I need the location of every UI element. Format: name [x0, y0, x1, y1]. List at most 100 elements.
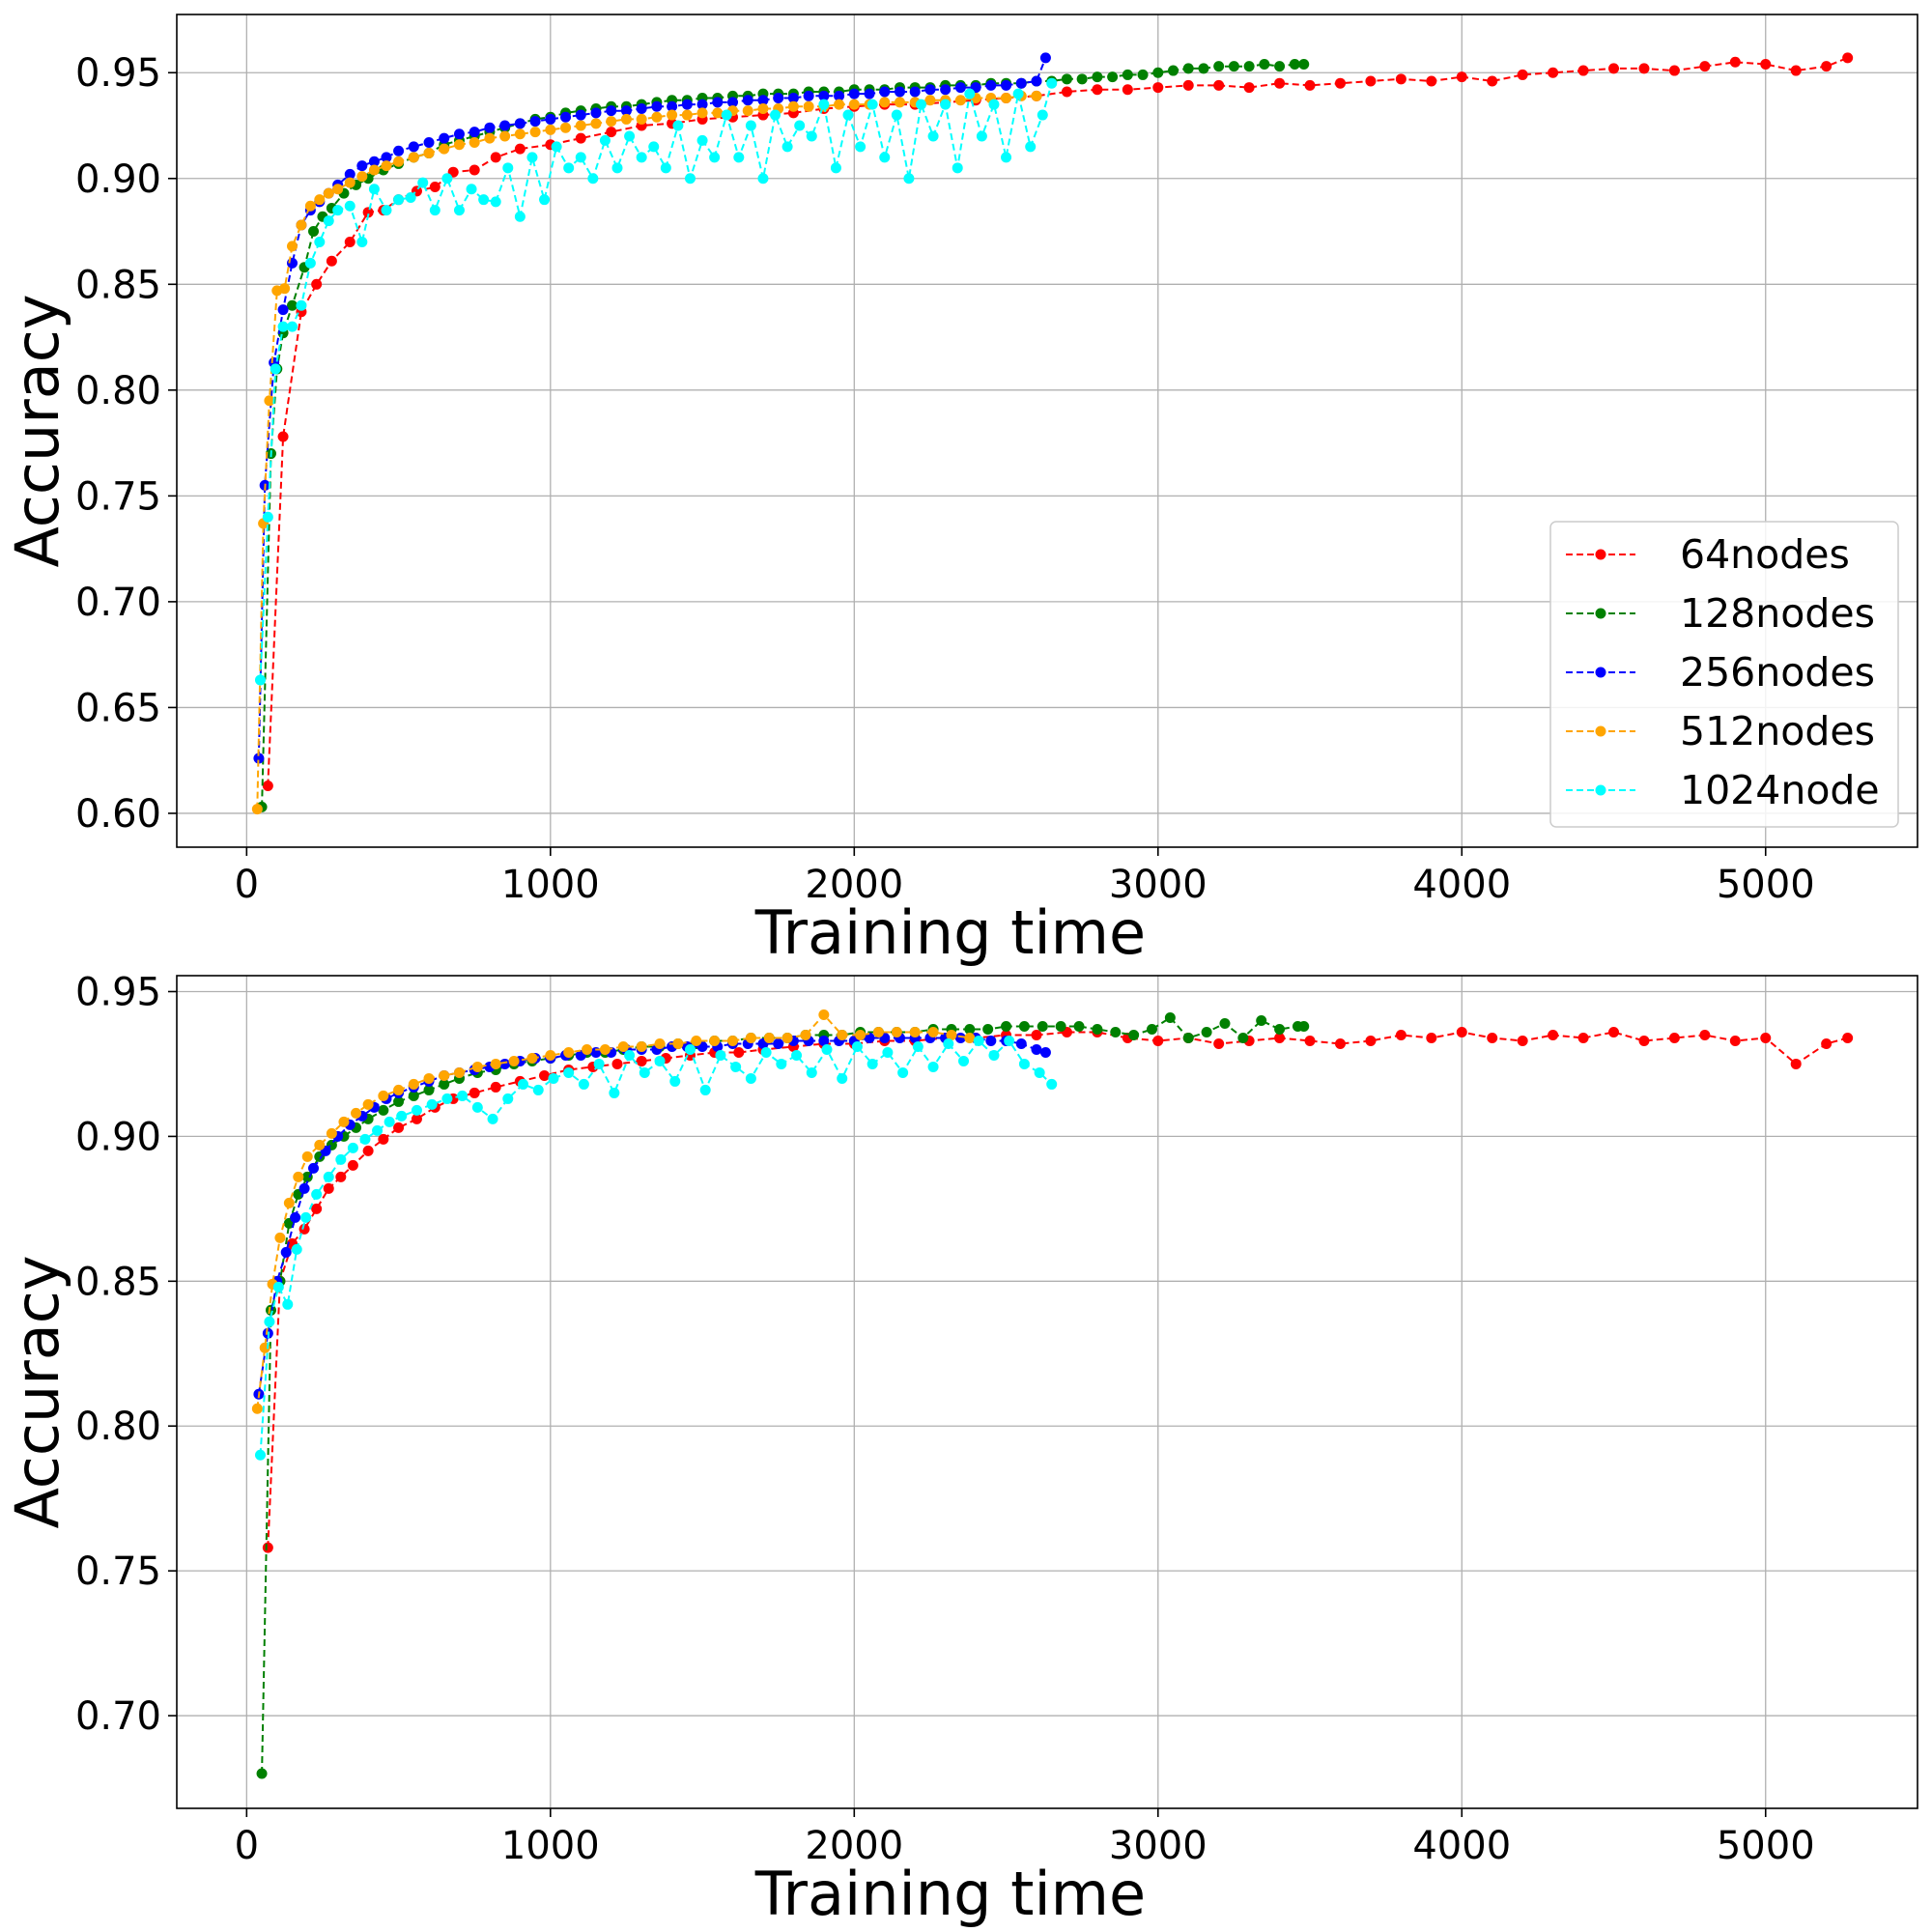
- data-point-256nodes: [636, 102, 647, 114]
- data-point-1024node: [502, 1093, 514, 1104]
- data-point-128nodes: [1037, 1020, 1048, 1032]
- data-point-1024node: [882, 1046, 894, 1058]
- y-tick-label: 0.65: [75, 686, 161, 730]
- data-point-256nodes: [864, 1032, 875, 1043]
- data-point-256nodes: [453, 128, 465, 140]
- data-point-1024node: [1037, 109, 1048, 121]
- data-point-512nodes: [264, 395, 275, 407]
- data-point-512nodes: [251, 1403, 263, 1414]
- data-point-64nodes: [1699, 61, 1711, 72]
- data-point-1024node: [441, 173, 453, 185]
- data-point-64nodes: [490, 152, 501, 163]
- series-line-256nodes: [257, 57, 1047, 759]
- data-point-64nodes: [1821, 1037, 1833, 1049]
- data-point-64nodes: [575, 132, 586, 144]
- data-point-512nodes: [323, 187, 334, 199]
- data-point-512nodes: [484, 132, 496, 144]
- data-point-1024node: [332, 205, 344, 216]
- data-point-256nodes: [834, 90, 845, 101]
- data-point-256nodes: [681, 99, 693, 110]
- data-point-1024node: [282, 1298, 294, 1310]
- data-point-256nodes: [423, 137, 435, 149]
- data-point-64nodes: [1487, 1032, 1498, 1043]
- legend-label-256nodes: 256nodes: [1680, 649, 1875, 696]
- y-tick-label: 0.90: [75, 1115, 161, 1159]
- data-point-256nodes: [280, 1246, 292, 1258]
- data-point-128nodes: [1073, 1020, 1085, 1032]
- data-point-256nodes: [1031, 75, 1042, 87]
- data-point-1024node: [776, 1058, 787, 1069]
- data-point-64nodes: [1092, 84, 1103, 96]
- data-point-64nodes: [1842, 1032, 1854, 1043]
- data-point-64nodes: [1668, 1032, 1680, 1043]
- data-point-512nodes: [469, 137, 480, 149]
- data-point-1024node: [502, 162, 514, 174]
- y-tick-label: 0.85: [75, 263, 161, 307]
- data-point-512nodes: [301, 1151, 313, 1162]
- data-point-1024node: [1001, 152, 1012, 163]
- data-point-1024node: [411, 1104, 422, 1116]
- data-point-256nodes: [499, 1058, 511, 1069]
- data-point-128nodes: [1110, 1026, 1122, 1037]
- bottom-accuracy-plot: 0 1000 2000 3000 4000 5000 0.70 0.75 0.80 0.85 0.9…: [2, 970, 1918, 1929]
- data-point-64nodes: [1395, 73, 1406, 85]
- data-point-512nodes: [709, 1035, 721, 1046]
- data-point-64nodes: [733, 1046, 745, 1058]
- legend-label-1024node: 1024node: [1680, 767, 1880, 813]
- data-point-1024node: [903, 173, 915, 185]
- y-tick-label: 0.60: [75, 792, 161, 837]
- data-point-64nodes: [1334, 77, 1346, 89]
- data-point-1024node: [709, 152, 721, 163]
- data-point-64nodes: [1122, 84, 1133, 96]
- data-point-1024node: [347, 1142, 358, 1153]
- data-point-512nodes: [636, 113, 647, 125]
- data-point-512nodes: [393, 156, 405, 167]
- data-point-1024node: [867, 99, 878, 110]
- data-point-256nodes: [757, 95, 769, 106]
- data-point-128nodes: [1137, 69, 1149, 80]
- data-point-512nodes: [314, 194, 326, 206]
- data-point-64nodes: [1456, 71, 1467, 83]
- legend-label-512nodes: 512nodes: [1680, 708, 1875, 754]
- data-point-512nodes: [408, 152, 419, 163]
- data-point-512nodes: [439, 143, 450, 155]
- data-point-256nodes: [606, 105, 617, 117]
- data-point-64nodes: [1213, 1037, 1225, 1049]
- data-point-512nodes: [651, 111, 663, 123]
- data-point-64nodes: [1304, 1035, 1316, 1046]
- data-point-1024node: [291, 1243, 302, 1255]
- data-point-64nodes: [1243, 82, 1255, 94]
- data-point-1024node: [356, 236, 368, 247]
- data-point-64nodes: [1213, 79, 1225, 91]
- data-point-1024node: [417, 177, 429, 188]
- data-point-1024node: [660, 162, 671, 174]
- data-point-1024node: [368, 184, 380, 195]
- data-point-512nodes: [617, 1040, 629, 1052]
- data-point-128nodes: [439, 1078, 450, 1090]
- data-point-512nodes: [620, 113, 632, 125]
- data-point-1024node: [514, 211, 526, 222]
- data-point-1024node: [426, 1098, 438, 1110]
- data-point-64nodes: [1182, 79, 1194, 91]
- data-point-512nodes: [471, 1061, 483, 1072]
- data-point-128nodes: [1018, 1020, 1030, 1032]
- data-point-64nodes: [1760, 1032, 1772, 1043]
- data-point-256nodes: [651, 100, 663, 112]
- data-point-128nodes: [308, 226, 320, 238]
- data-point-512nodes: [681, 109, 693, 121]
- data-point-1024node: [429, 205, 440, 216]
- data-point-1024node: [593, 1058, 605, 1069]
- data-point-64nodes: [411, 1113, 422, 1124]
- data-point-1024node: [927, 1061, 939, 1072]
- x-axis-title: Training time: [754, 897, 1146, 968]
- data-point-1024node: [381, 205, 392, 216]
- data-point-256nodes: [499, 120, 511, 131]
- data-point-256nodes: [253, 753, 265, 764]
- data-point-64nodes: [262, 1542, 273, 1553]
- data-point-512nodes: [691, 1035, 702, 1046]
- data-point-512nodes: [742, 105, 753, 117]
- data-point-64nodes: [469, 1087, 480, 1098]
- data-point-64nodes: [1548, 67, 1559, 78]
- data-point-512nodes: [964, 1032, 976, 1043]
